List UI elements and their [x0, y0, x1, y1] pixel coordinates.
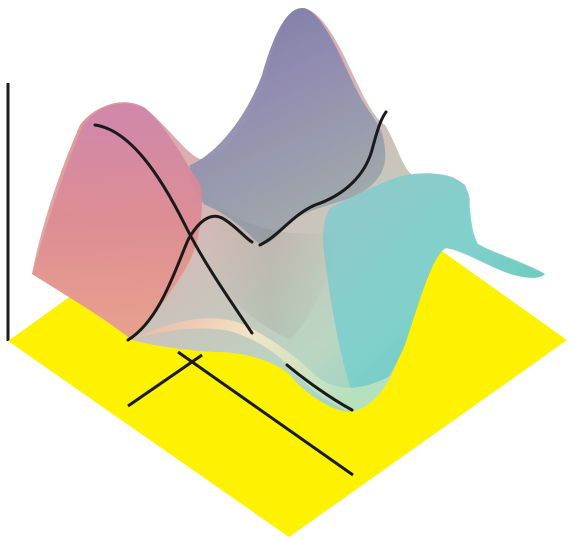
- section-curve-left-lower: [126, 214, 254, 342]
- surface-front-valley: [132, 318, 392, 412]
- base-line-short: [127, 353, 203, 408]
- surface-right-hump: [323, 173, 545, 402]
- section-curve-left: [93, 123, 254, 335]
- surface-back-peak: [189, 8, 386, 245]
- surface-left-peak: [32, 103, 202, 340]
- base-line-long: [177, 350, 354, 477]
- section-curve-right: [258, 110, 388, 247]
- section-curve-front: [285, 363, 354, 412]
